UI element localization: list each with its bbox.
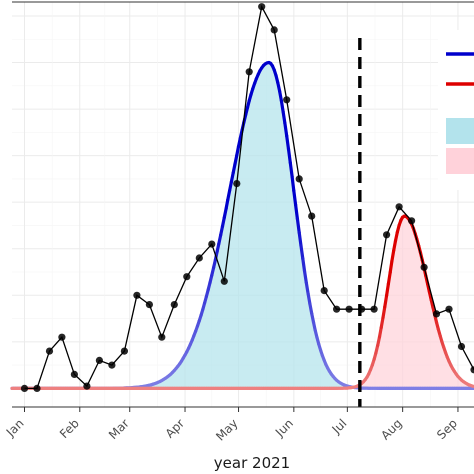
curve-segment (302, 269, 308, 285)
curve-segment (379, 316, 385, 330)
curve-segment (279, 99, 285, 114)
curve-segment (388, 259, 394, 274)
curve-segment (283, 121, 289, 138)
data-point (445, 305, 453, 313)
data-point (370, 305, 378, 313)
data-point (183, 273, 191, 281)
curve-segment (288, 161, 294, 179)
data-point (395, 203, 403, 211)
data-point (83, 382, 91, 390)
legend (438, 30, 474, 190)
curve-segment (381, 305, 387, 320)
curve-segment (392, 239, 398, 253)
data-point (33, 384, 41, 392)
data-point (258, 3, 266, 11)
curve-segment (285, 134, 291, 151)
data-point (320, 287, 328, 295)
data-point (295, 175, 303, 183)
data-point (470, 366, 474, 374)
data-point (145, 301, 153, 309)
curve-fills (12, 62, 474, 389)
data-point (108, 361, 116, 369)
legend-key-fill-1 (446, 118, 474, 144)
data-point (120, 347, 128, 355)
curve-segment (383, 293, 389, 309)
curve-segment (286, 147, 292, 165)
curve-fill-2 (12, 216, 474, 389)
curve-segment (281, 109, 287, 125)
curve-segment (390, 248, 396, 263)
data-point (133, 291, 141, 299)
curve-segment (306, 292, 312, 306)
curve-segment (299, 244, 305, 261)
data-point (457, 342, 466, 351)
fitted-curves (10, 60, 474, 390)
data-point (95, 356, 103, 364)
curve-segment (292, 189, 298, 207)
data-point (45, 347, 54, 355)
data-point (20, 384, 29, 392)
data-point (208, 240, 216, 248)
data-point (195, 254, 203, 262)
data-point (170, 301, 178, 309)
data-point (383, 231, 391, 239)
curve-fill-1 (12, 62, 474, 389)
curve-segment (295, 217, 301, 235)
curve-segment (385, 282, 390, 298)
curve-segment (290, 175, 296, 193)
curve-segment (301, 257, 307, 273)
fitted-curve-1 (10, 60, 474, 390)
curve-segment (297, 230, 303, 248)
data-point (58, 333, 66, 341)
data-point (70, 370, 78, 378)
data-point (308, 212, 316, 220)
curve-segment (304, 281, 310, 296)
legend-key-fill-2 (446, 148, 474, 174)
data-point (220, 277, 228, 285)
data-point (233, 180, 241, 188)
data-point (158, 333, 166, 341)
data-point (283, 96, 291, 104)
observed-series (20, 3, 474, 392)
data-point (245, 68, 253, 76)
curve-segment (278, 89, 283, 103)
curve-segment (294, 203, 299, 221)
curve-segment (386, 270, 392, 286)
data-point (270, 26, 278, 34)
data-point (345, 305, 353, 313)
x-axis-title: year 2021 (214, 454, 290, 472)
data-point (420, 263, 428, 271)
data-point (333, 305, 341, 313)
data-point (432, 310, 441, 318)
data-point (408, 217, 416, 225)
curve-segment (308, 302, 314, 315)
